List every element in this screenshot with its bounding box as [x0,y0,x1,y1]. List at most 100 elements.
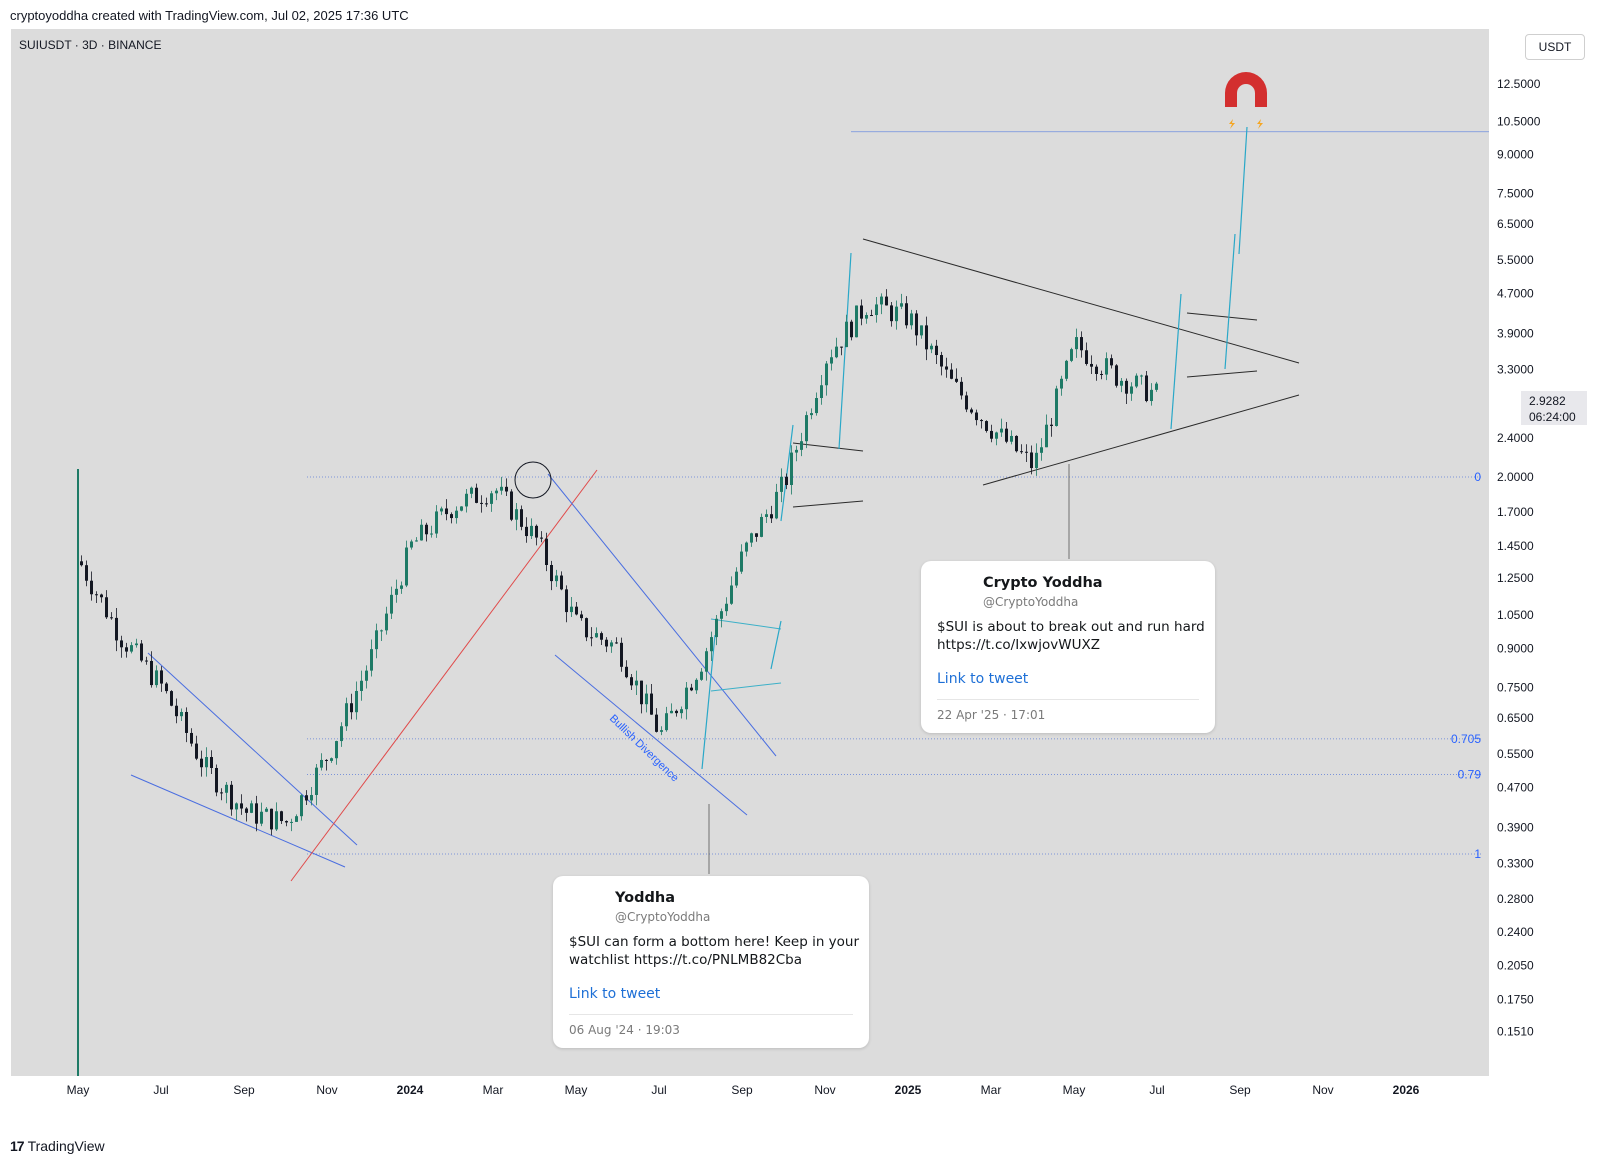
candle-body [680,709,683,714]
price-tick-label: 0.9000 [1497,641,1534,655]
link-to-tweet[interactable]: Link to tweet [569,986,661,1002]
tweet-card[interactable]: Crypto Yoddha @CryptoYoddha $SUI is abou… [921,561,1215,733]
candle-body [635,680,638,686]
candle-body [260,811,263,824]
link-to-tweet[interactable]: Link to tweet [937,671,1029,687]
candle-body [160,670,163,684]
candle-body [410,541,413,548]
candle-body [1005,428,1008,442]
tweet-text-line[interactable]: https://t.co/IxwjovWUXZ [937,637,1100,653]
candle-body [750,533,753,543]
candle-body [485,503,488,505]
price-chart[interactable]: 0 0.705 0.79 1 Bullish Divergence 12.5000 10… [11,29,1589,1133]
price-tick-label: 9.0000 [1497,147,1534,161]
candle-body [370,649,373,671]
candle-body [385,613,388,631]
price-tick-label: 1.7000 [1497,505,1534,519]
candle-body [620,642,623,667]
candle-body [130,645,133,652]
tweet-card[interactable]: Yoddha @CryptoYoddha $SUI can form a bot… [553,876,869,1048]
candle-body [840,346,843,348]
tradingview-brand[interactable]: 17 TradingView [10,1138,105,1154]
candle-body [765,514,768,517]
candle-body [975,412,978,421]
candle-body [595,633,598,638]
price-tick-label: 0.3300 [1497,857,1534,871]
time-tick-label: 2025 [895,1083,922,1097]
tweet-author-name: Crypto Yoddha [983,575,1103,591]
candle-body [535,525,538,538]
tweet-divider [937,699,1199,700]
time-tick-label: May [67,1083,90,1097]
candle-body [1050,424,1053,426]
projection-path [1170,293,1182,430]
price-tick-label: 0.4700 [1497,781,1534,795]
fib-level-label: 1 [1474,847,1481,861]
candle-body [440,508,443,512]
candle-body [915,313,918,336]
candle-body [870,315,873,317]
projection-path [1238,126,1248,255]
candle-body [830,357,833,364]
tweet-text-line[interactable]: watchlist https://t.co/PNLMB82Cba [569,952,803,968]
projection-path [780,424,794,522]
listing-candle [77,469,79,1076]
candle-body [910,313,913,326]
candle-body [380,630,383,632]
bar-countdown: 06:24:00 [1529,410,1576,424]
price-tick-label: 0.1510 [1497,1024,1534,1038]
candle-body [885,296,888,306]
candle-body [1070,349,1073,361]
candle-body [155,670,158,686]
time-tick-label: Mar [483,1083,504,1097]
candle-body [995,432,998,439]
candle-body [445,508,448,515]
candle-body [540,537,543,539]
candle-body [125,647,128,652]
candle-body [760,516,763,537]
candle-body [845,321,848,348]
candle-body [340,726,343,742]
candle-body [970,409,973,413]
time-tick-label: May [1063,1083,1086,1097]
current-price: 2.9282 [1529,394,1566,408]
candle-body [250,803,253,813]
candle-body [810,413,813,416]
candle-body [325,759,328,761]
time-tick-label: Sep [233,1083,255,1097]
candle-body [425,524,428,535]
candle-body [1040,447,1043,453]
candle-body [895,306,898,322]
candle-body [225,784,228,793]
candle-body [150,660,153,686]
candle-body [615,642,618,644]
candle-body [1095,366,1098,374]
candle-body [1030,452,1033,469]
candle-body [1015,435,1018,452]
candle-body [945,366,948,370]
candle-body [850,321,853,338]
price-tick-label: 0.7500 [1497,680,1534,694]
time-tick-label: 2024 [397,1083,424,1097]
time-tick-label: Sep [731,1083,753,1097]
candle-body [245,808,248,813]
candle-body [985,421,988,431]
candle-body [165,683,168,692]
candle-body [585,618,588,638]
candle-body [120,640,123,648]
candle-body [415,540,418,542]
candle-body [275,811,278,830]
candle-body [645,693,648,705]
fib-level-label: 0.79 [1458,767,1482,781]
price-tick-label: 0.2800 [1497,892,1534,906]
candle-body [345,703,348,727]
candle-body [285,821,288,823]
flag-lower [1186,370,1258,378]
candle-body [140,643,143,661]
candle-body [1100,373,1103,375]
candle-body [835,346,838,358]
candle-body [715,618,718,638]
candle-body [710,637,713,652]
unit-selector[interactable]: USDT [1525,34,1585,60]
candle-body [350,703,353,713]
